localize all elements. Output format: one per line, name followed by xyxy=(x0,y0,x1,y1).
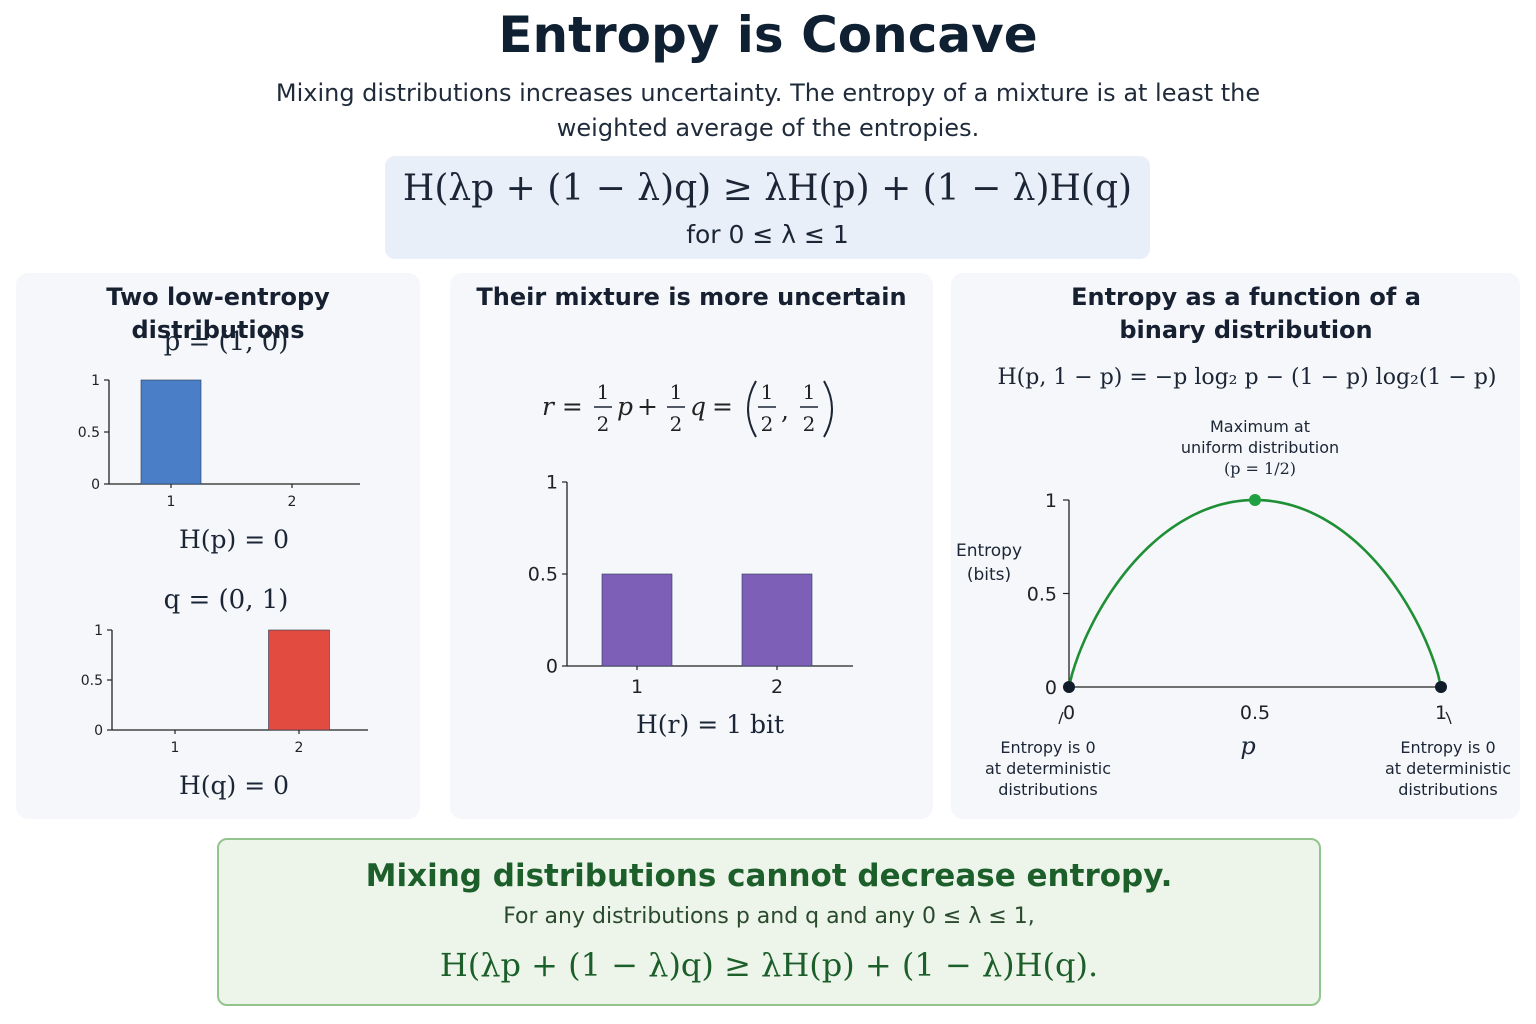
endpoint-point xyxy=(1063,681,1075,693)
right-annotation-pointer xyxy=(1445,711,1452,725)
x-tick-label: 1 xyxy=(171,740,180,756)
y-tick-label: 1 xyxy=(94,623,103,639)
half-denominator: 2 xyxy=(597,412,610,436)
y-tick-label: 0.5 xyxy=(81,673,103,689)
y-tick-label: 1 xyxy=(546,472,558,494)
panel-mixture: Their mixture is more uncertain r = 1 2 … xyxy=(450,273,933,819)
bar xyxy=(741,573,813,667)
right-endpoint-annotation: Entropy is 0 at deterministic distributi… xyxy=(1378,737,1518,800)
panel-low-entropy: Two low-entropy distributions p = (1, 0)… xyxy=(16,273,420,819)
plus-sign: + xyxy=(637,392,658,421)
p-bar-chart: 0 0.5 1 1 2 xyxy=(78,373,360,510)
left-note-line: Entropy is 0 xyxy=(1000,738,1096,757)
concavity-formula: H(λp + (1 − λ)q) ≥ λH(p) + (1 − λ)H(q) xyxy=(402,168,1133,209)
y-tick-label: 0 xyxy=(94,723,103,739)
bar xyxy=(268,629,330,731)
panel-title: Entropy as a function of a binary distri… xyxy=(1071,283,1421,344)
x-tick-label: 2 xyxy=(295,740,304,756)
conclusion-equation: H(λp + (1 − λ)q) ≥ λH(p) + (1 − λ)H(q). xyxy=(439,946,1099,984)
conclusion-subtext: For any distributions p and q and any 0 … xyxy=(503,904,1035,929)
y-tick-label: 0 xyxy=(91,477,100,493)
max-note-line: Maximum at xyxy=(1210,417,1310,436)
half-numerator: 1 xyxy=(803,380,816,404)
r-bar-chart: 0 0.5 1 1 2 xyxy=(528,472,853,698)
concavity-formula-box: H(λp + (1 − λ)q) ≥ λH(p) + (1 − λ)H(q) f… xyxy=(385,156,1150,259)
y-tick-label: 0.5 xyxy=(78,425,100,441)
half-numerator: 1 xyxy=(670,380,683,404)
lambda-condition: for 0 ≤ λ ≤ 1 xyxy=(686,220,849,249)
p-entropy-label: H(p) = 0 xyxy=(178,525,290,554)
x-tick-label: 1 xyxy=(1435,702,1447,724)
p-distribution-label: p = (1, 0) xyxy=(163,327,289,357)
right-note-line: at deterministic xyxy=(1384,759,1512,778)
x-tick-label: 2 xyxy=(288,494,297,510)
half-numerator: 1 xyxy=(761,380,774,404)
equals-sign: = xyxy=(712,392,733,421)
y-axis-label-line: Entropy xyxy=(955,541,1023,561)
y-tick-label: 0 xyxy=(546,656,558,678)
page-subtitle: Mixing distributions increases uncertain… xyxy=(275,79,1261,142)
half-denominator: 2 xyxy=(803,412,816,436)
y-tick-label: 1 xyxy=(1045,490,1057,512)
maximum-point xyxy=(1249,494,1261,506)
left-note-line: distributions xyxy=(998,780,1098,799)
half-denominator: 2 xyxy=(670,412,683,436)
mixture-formula: r = 1 2 p + 1 2 q = 1 2 , 1 2 xyxy=(542,380,833,438)
panel-title: Their mixture is more uncertain xyxy=(476,283,907,311)
panel-title: Two low-entropy distributions xyxy=(106,283,330,344)
page-title: Entropy is Concave xyxy=(498,6,1038,64)
binary-entropy-chart: 0 0.5 1 0 0.5 1 xyxy=(1027,490,1452,725)
comma: , xyxy=(781,396,789,425)
binary-entropy-formula: H(p, 1 − p) = −p log₂ p − (1 − p) log₂(1… xyxy=(997,365,1497,390)
max-annotation: Maximum at uniform distribution (p = 1/2… xyxy=(1160,416,1360,479)
conclusion-box: Mixing distributions cannot decrease ent… xyxy=(217,838,1321,1006)
p-symbol: p xyxy=(617,392,633,421)
x-tick-label: 0 xyxy=(1063,702,1075,724)
y-tick-label: 0 xyxy=(1045,677,1057,699)
left-endpoint-annotation: Entropy is 0 at deterministic distributi… xyxy=(978,737,1118,800)
q-symbol: q xyxy=(690,392,706,421)
x-tick-label: 0.5 xyxy=(1240,702,1270,724)
q-entropy-label: H(q) = 0 xyxy=(178,771,290,800)
panel-binary-entropy: Entropy as a function of a binary distri… xyxy=(951,273,1520,819)
r-entropy-label: H(r) = 1 bit xyxy=(636,710,784,739)
left-annotation-pointer xyxy=(1058,711,1064,725)
x-tick-label: 1 xyxy=(167,494,176,510)
max-note-line: uniform distribution xyxy=(1180,438,1340,457)
half-numerator: 1 xyxy=(597,380,610,404)
r-lhs: r = xyxy=(542,392,583,421)
left-note-line: at deterministic xyxy=(984,759,1112,778)
x-tick-label: 1 xyxy=(631,676,643,698)
bar xyxy=(140,379,202,485)
conclusion-heading: Mixing distributions cannot decrease ent… xyxy=(365,858,1173,894)
x-tick-label: 2 xyxy=(771,676,783,698)
max-note-line: (p = 1/2) xyxy=(1223,459,1297,478)
bar xyxy=(601,573,673,667)
right-note-line: distributions xyxy=(1398,780,1498,799)
y-tick-label: 0.5 xyxy=(1027,584,1057,606)
right-note-line: Entropy is 0 xyxy=(1400,738,1496,757)
y-tick-label: 0.5 xyxy=(528,564,558,586)
endpoint-point xyxy=(1435,681,1447,693)
x-axis-label: p xyxy=(1240,732,1256,760)
half-denominator: 2 xyxy=(761,412,774,436)
q-bar-chart: 0 0.5 1 1 2 xyxy=(81,623,368,756)
y-axis-label: Entropy (bits) xyxy=(951,539,1027,587)
binary-entropy-curve xyxy=(1067,498,1443,688)
y-tick-label: 1 xyxy=(91,373,100,389)
y-axis-label-line: (bits) xyxy=(966,565,1012,585)
q-distribution-label: q = (0, 1) xyxy=(163,585,289,615)
